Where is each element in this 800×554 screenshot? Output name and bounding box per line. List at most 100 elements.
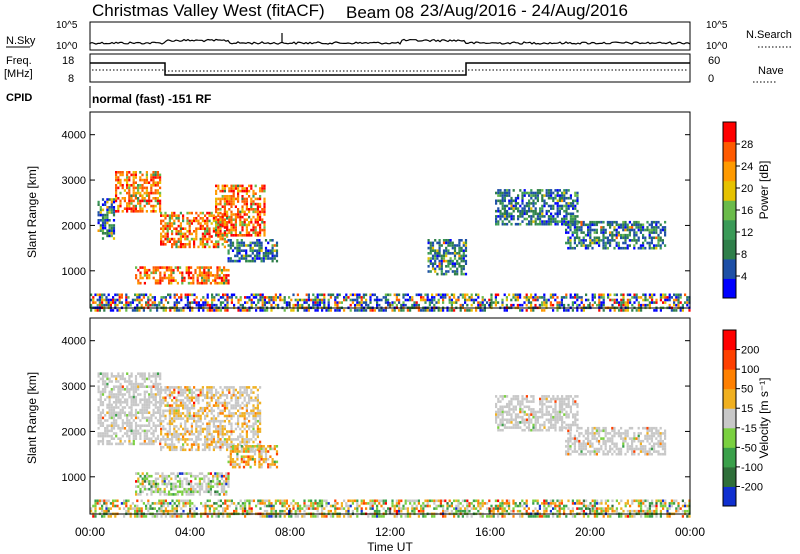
heatmap-cell (119, 390, 122, 394)
heatmap-cell (225, 472, 228, 475)
heatmap-cell (128, 421, 131, 425)
heatmap-cell (216, 271, 219, 275)
heatmap-cell (448, 296, 451, 299)
heatmap-cell (236, 447, 239, 451)
heatmap-cell (572, 204, 575, 208)
heatmap-cell (274, 296, 277, 299)
heatmap-cell (269, 252, 272, 255)
heatmap-cell (556, 410, 559, 414)
heatmap-cell (543, 293, 546, 297)
heatmap-cell (117, 178, 120, 182)
heatmap-cell (528, 207, 531, 210)
heatmap-cell (104, 224, 107, 227)
heatmap-cell (563, 413, 566, 416)
heatmap-cell (196, 274, 199, 277)
heatmap-cell (541, 413, 544, 416)
heatmap-cell (103, 293, 106, 297)
heatmap-cell (217, 211, 220, 215)
heatmap-cell (464, 296, 467, 299)
heatmap-cell (675, 293, 678, 297)
heatmap-cell (653, 226, 656, 229)
heatmap-cell (239, 435, 242, 439)
heatmap-cell (101, 388, 105, 391)
heatmap-cell (179, 448, 182, 452)
heatmap-cell (241, 197, 244, 201)
heatmap-cell (602, 296, 605, 299)
heatmap-cell (141, 485, 144, 488)
heatmap-cell (223, 208, 226, 211)
heatmap-cell (310, 298, 313, 302)
heatmap-cell (312, 301, 315, 304)
heatmap-cell (168, 214, 171, 217)
heatmap-cell (456, 262, 459, 265)
heatmap-cell (223, 440, 226, 444)
heatmap-cell (547, 191, 550, 195)
heatmap-cell (659, 244, 662, 247)
heatmap-cell (569, 194, 572, 197)
heatmap-cell (137, 429, 140, 433)
heatmap-cell (106, 424, 109, 427)
heatmap-cell (154, 380, 157, 383)
heatmap-cell (427, 257, 430, 260)
heatmap-cell (156, 372, 160, 375)
heatmap-cell (227, 455, 230, 458)
heatmap-cell (112, 237, 116, 240)
heatmap-cell (650, 226, 653, 229)
heatmap-cell (451, 244, 454, 247)
heatmap-cell (245, 435, 248, 439)
heatmap-cell (534, 421, 537, 424)
heatmap-cell (206, 427, 209, 431)
heatmap-cell (561, 405, 564, 409)
heatmap-cell (206, 309, 209, 312)
heatmap-cell (466, 309, 469, 312)
heatmap-cell (296, 298, 299, 302)
heatmap-cell (633, 239, 636, 242)
heatmap-cell (472, 301, 475, 304)
heatmap-cell (104, 203, 107, 206)
heatmap-cell (648, 301, 651, 304)
heatmap-cell (197, 301, 200, 304)
heatmap-cell (210, 391, 213, 394)
heatmap-cell (228, 430, 231, 433)
heatmap-cell (618, 309, 621, 312)
heatmap-cell (336, 296, 339, 299)
heatmap-cell (497, 426, 500, 429)
radar-title: Christmas Valley West (fitACF) (92, 1, 325, 20)
heatmap-cell (420, 296, 423, 299)
heatmap-cell (639, 246, 642, 250)
heatmap-cell (547, 204, 550, 208)
heatmap-cell (154, 487, 157, 491)
heatmap-cell (552, 408, 555, 411)
heatmap-cell (332, 293, 335, 297)
heatmap-cell (168, 438, 171, 441)
heatmap-cell (234, 450, 237, 453)
heatmap-cell (154, 375, 157, 378)
heatmap-cell (598, 241, 601, 245)
heatmap-cell (179, 490, 182, 494)
heatmap-cell (659, 223, 662, 227)
heatmap-cell (206, 293, 209, 297)
heatmap-cell (146, 276, 149, 280)
heatmap-cell (224, 303, 227, 307)
heatmap-cell (182, 245, 185, 249)
heatmap-cell (190, 399, 193, 402)
heatmap-cell (433, 296, 436, 299)
heatmap-cell (624, 246, 627, 250)
heatmap-cell (523, 418, 526, 422)
heatmap-cell (215, 391, 218, 394)
heatmap-cell (179, 399, 182, 402)
heatmap-cell (428, 301, 431, 304)
heatmap-cell (145, 408, 149, 412)
heatmap-cell (186, 406, 189, 410)
heatmap-cell (495, 209, 498, 213)
heatmap-cell (174, 477, 177, 481)
heatmap-cell (550, 400, 553, 403)
heatmap-cell (130, 380, 133, 383)
heatmap-cell (222, 293, 225, 297)
heatmap-cell (561, 194, 564, 197)
heatmap-cell (143, 480, 146, 483)
heatmap-cell (159, 382, 162, 386)
heatmap-cell (626, 226, 629, 229)
heatmap-cell (149, 298, 152, 302)
heatmap-cell (219, 189, 222, 193)
